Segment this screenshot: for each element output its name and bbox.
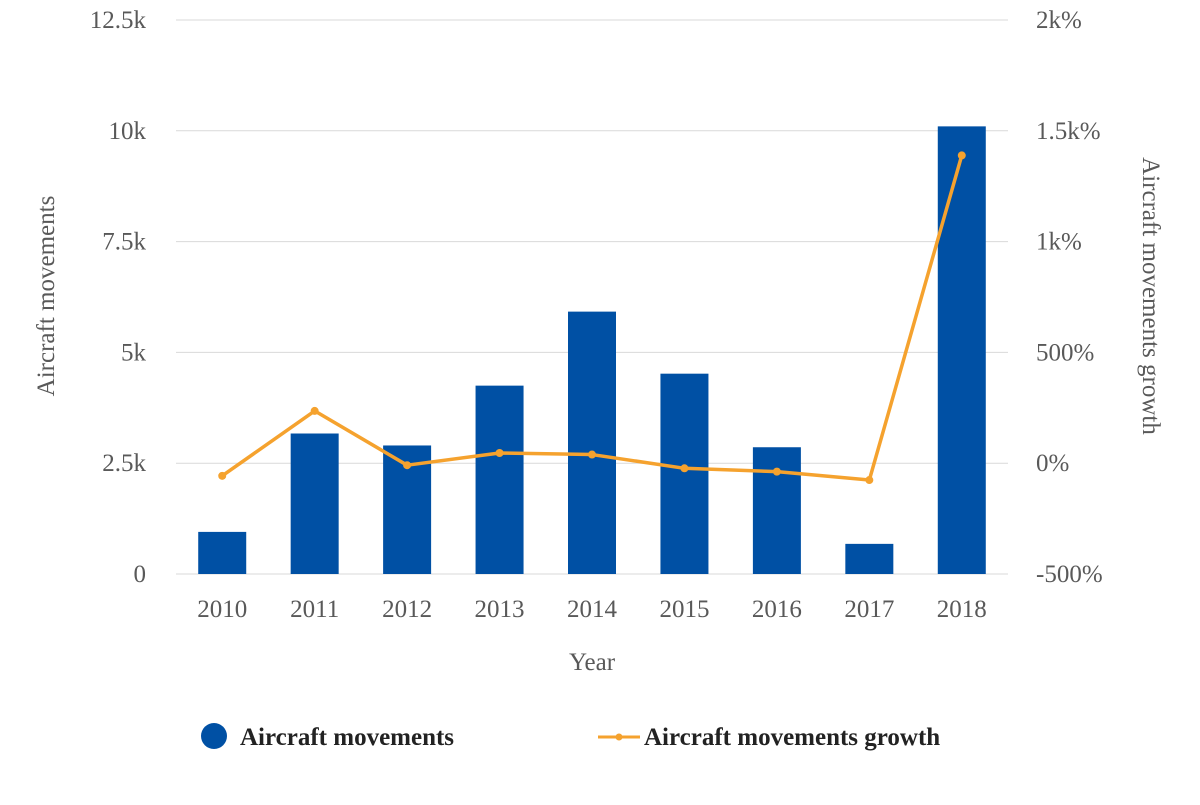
growth-point — [403, 461, 412, 470]
y-tick-label: 0 — [134, 561, 147, 588]
y-tick-label: 5k — [121, 339, 147, 366]
x-tick-label: 2016 — [752, 596, 802, 623]
y2-tick-label: 500% — [1036, 339, 1094, 366]
x-tick-label: 2010 — [197, 596, 247, 623]
x-tick-label: 2015 — [659, 596, 709, 623]
bar — [475, 385, 524, 574]
bar — [845, 543, 894, 574]
x-tick-label: 2018 — [937, 596, 987, 623]
y2-tick-label: 1k% — [1036, 229, 1082, 256]
y-tick-label: 10k — [109, 118, 147, 145]
legend-bar-swatch — [201, 723, 227, 749]
y-tick-label: 7.5k — [102, 229, 146, 256]
bar — [568, 311, 616, 574]
y-axis-left-title: Aircraft movements — [33, 196, 60, 397]
growth-point — [957, 151, 966, 160]
y-tick-label: 2.5k — [102, 450, 146, 477]
legend-line-label: Aircraft movements growth — [644, 724, 940, 751]
y2-tick-label: 2k% — [1036, 7, 1082, 34]
legend-bar-label: Aircraft movements — [240, 724, 454, 751]
y2-tick-label: 0% — [1036, 450, 1069, 477]
x-tick-label: 2011 — [290, 596, 339, 623]
legend-item-line: Aircraft movements growth — [598, 724, 940, 751]
growth-point — [772, 467, 781, 476]
x-tick-label: 2017 — [844, 596, 894, 623]
growth-point — [588, 450, 596, 459]
bar — [937, 126, 986, 575]
y-axis-right-title: Aircraft movements growth — [1137, 157, 1164, 435]
growth-point — [865, 476, 874, 485]
y-axis-right: -500% 0% 500% 1k% 1.5k% 2k% — [1036, 7, 1103, 588]
x-tick-label: 2013 — [475, 596, 525, 623]
bar — [752, 447, 801, 574]
legend: Aircraft movements Aircraft movements gr… — [201, 723, 940, 751]
growth-point — [310, 406, 319, 415]
growth-point — [218, 471, 227, 480]
x-tick-label: 2014 — [567, 596, 618, 623]
bar — [198, 531, 247, 574]
legend-line-marker — [615, 733, 623, 741]
y2-tick-label: 1.5k% — [1036, 118, 1101, 145]
bar-series — [198, 126, 986, 575]
x-axis: 2010 2011 2012 2013 2014 2015 2016 2017 2018 — [197, 596, 987, 623]
growth-point — [680, 464, 689, 473]
bar — [660, 373, 709, 574]
y2-tick-label: -500% — [1036, 561, 1103, 588]
y-axis-left: 0 2.5k 5k 7.5k 10k 12.5k — [90, 7, 147, 588]
x-axis-title: Year — [569, 649, 616, 676]
legend-item-bars: Aircraft movements — [201, 723, 454, 751]
x-tick-label: 2012 — [382, 596, 432, 623]
bar — [290, 433, 339, 574]
line-series — [218, 151, 966, 485]
growth-point — [495, 449, 504, 458]
y-tick-label: 12.5k — [90, 7, 147, 34]
